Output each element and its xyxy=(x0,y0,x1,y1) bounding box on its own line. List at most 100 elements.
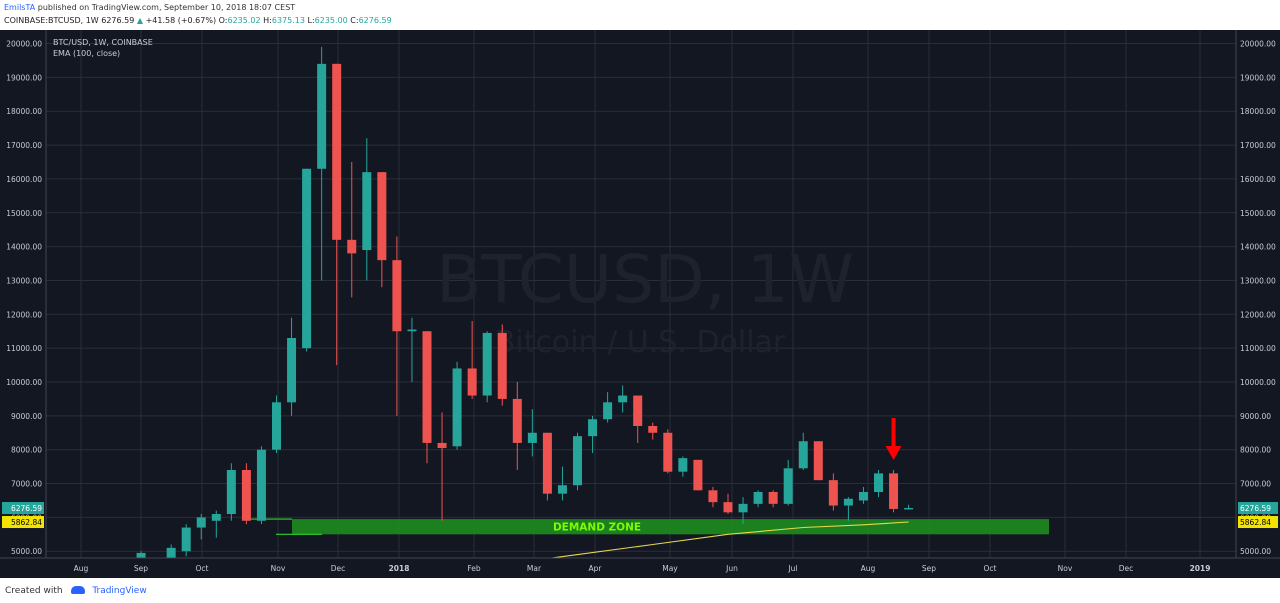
candle xyxy=(663,429,673,474)
price-tick-label: 15000.00 xyxy=(6,209,42,218)
signal-arrow-head-icon xyxy=(885,446,902,460)
candle xyxy=(738,497,748,525)
right-price-axis[interactable]: 5000.006000.007000.008000.009000.0010000… xyxy=(1235,30,1280,558)
candle-body xyxy=(633,395,643,426)
low-value: 6235.00 xyxy=(314,16,348,25)
time-tick-label: Aug xyxy=(74,564,89,573)
candle xyxy=(272,395,281,454)
candle xyxy=(618,385,628,413)
time-tick-label: Dec xyxy=(331,564,346,573)
candle xyxy=(813,441,823,481)
time-tick-label: Feb xyxy=(467,564,481,573)
time-tick-label: Apr xyxy=(589,564,603,573)
candle xyxy=(181,524,191,557)
price-tick-label: 8000.00 xyxy=(1240,446,1271,455)
candle-body xyxy=(256,449,266,521)
price-tick-label: 7000.00 xyxy=(1240,480,1271,489)
price-tick-label: 16000.00 xyxy=(1240,175,1276,184)
candle-body xyxy=(407,329,417,332)
candle-body xyxy=(437,442,447,448)
candle-body xyxy=(392,260,402,332)
candle xyxy=(512,382,522,470)
price-tick-label: 7000.00 xyxy=(11,480,42,489)
close-value: 6276.59 xyxy=(358,16,392,25)
publisher-line: EmilsTA published on TradingView.com, Se… xyxy=(4,3,295,12)
symbol-ohlc-line: COINBASE:BTCUSD, 1W 6276.59 ▲ +41.58 (+0… xyxy=(4,16,392,25)
candle-body xyxy=(287,338,297,403)
price-tick-label: 17000.00 xyxy=(6,141,42,150)
time-axis[interactable]: Aug Sep Oct Nov Dec 2018 Feb Mar Apr May Jun Jul Aug… xyxy=(0,557,1280,578)
created-with-text: Created with xyxy=(5,586,63,596)
chart-canvas[interactable]: BTCUSD, 1W Bitcoin / U.S. Dollar DEMAND … xyxy=(0,30,1280,578)
price-tick-label: 18000.00 xyxy=(6,107,42,116)
time-tick-label: Dec xyxy=(1119,564,1134,573)
open-label: O: xyxy=(218,16,228,25)
candle-body xyxy=(573,436,582,486)
time-tick-label: Sep xyxy=(922,564,936,573)
candle xyxy=(241,463,251,525)
candle-body xyxy=(889,473,899,509)
price-tick-label: 19000.00 xyxy=(1240,73,1276,82)
candle xyxy=(648,422,658,440)
candle xyxy=(708,486,718,508)
candle xyxy=(828,473,838,511)
time-tick-label: Mar xyxy=(527,564,542,573)
current-price-tag-text: 6276.59 xyxy=(1240,504,1271,513)
author-link[interactable]: EmilsTA xyxy=(4,3,36,12)
candle-body xyxy=(618,395,628,403)
candle xyxy=(858,486,868,504)
candle xyxy=(798,432,808,470)
candle-body xyxy=(226,470,236,514)
current-price-tag: 6276.59 xyxy=(2,502,44,515)
left-price-axis[interactable]: 5000.006000.007000.008000.009000.0010000… xyxy=(0,30,47,558)
candle-body xyxy=(196,517,206,528)
time-tick-label: Sep xyxy=(134,564,148,573)
candle-body xyxy=(858,492,868,501)
support-price-tag-bg xyxy=(1238,516,1278,529)
candle-body xyxy=(828,480,838,506)
price-tick-label: 12000.00 xyxy=(6,310,42,319)
time-axis-bg xyxy=(0,558,1280,578)
price-tick-label: 5000.00 xyxy=(11,547,42,556)
legend-title: BTC/USD, 1W, COINBASE xyxy=(53,38,153,47)
current-price-tag: 6276.59 xyxy=(1238,502,1278,515)
candle xyxy=(196,514,206,540)
candle xyxy=(467,321,477,399)
candle xyxy=(287,317,297,416)
candle-body xyxy=(588,419,598,437)
candle xyxy=(497,324,507,406)
candle xyxy=(603,392,613,423)
demand-zone-label: DEMAND ZONE xyxy=(553,522,641,534)
high-label: H: xyxy=(263,16,272,25)
candle-body xyxy=(241,470,251,521)
price-tick-label: 11000.00 xyxy=(6,344,42,353)
candle-body xyxy=(166,547,176,562)
candle-body xyxy=(738,503,748,513)
candle-body xyxy=(693,459,703,491)
price-tick-label: 14000.00 xyxy=(1240,243,1276,252)
candle xyxy=(573,432,582,491)
current-price-tag-text: 6276.59 xyxy=(11,504,42,513)
candle xyxy=(693,459,703,491)
candle-body xyxy=(272,402,281,450)
candle xyxy=(211,510,221,538)
current-price-tag-bg xyxy=(1238,502,1278,515)
candle-body xyxy=(467,368,477,396)
candle-body xyxy=(422,331,432,443)
candle xyxy=(843,497,853,521)
created-with: Created with TradingView xyxy=(5,586,147,596)
candle-body xyxy=(753,492,763,504)
price-tick-label: 13000.00 xyxy=(1240,276,1276,285)
price-tick-label: 15000.00 xyxy=(1240,209,1276,218)
signal-arrow-layer xyxy=(885,418,902,460)
candle xyxy=(377,172,387,288)
tradingview-brand[interactable]: TradingView xyxy=(92,586,147,596)
demand-zone-layer: DEMAND ZONE xyxy=(246,518,1049,535)
legend-indicator[interactable]: EMA (100, close) xyxy=(53,49,121,58)
candle xyxy=(904,504,914,510)
candle xyxy=(226,463,236,521)
candle xyxy=(332,63,342,366)
candle-body xyxy=(648,426,658,433)
chart-footer: Created with TradingView xyxy=(0,578,1280,603)
candle-body xyxy=(527,432,537,443)
